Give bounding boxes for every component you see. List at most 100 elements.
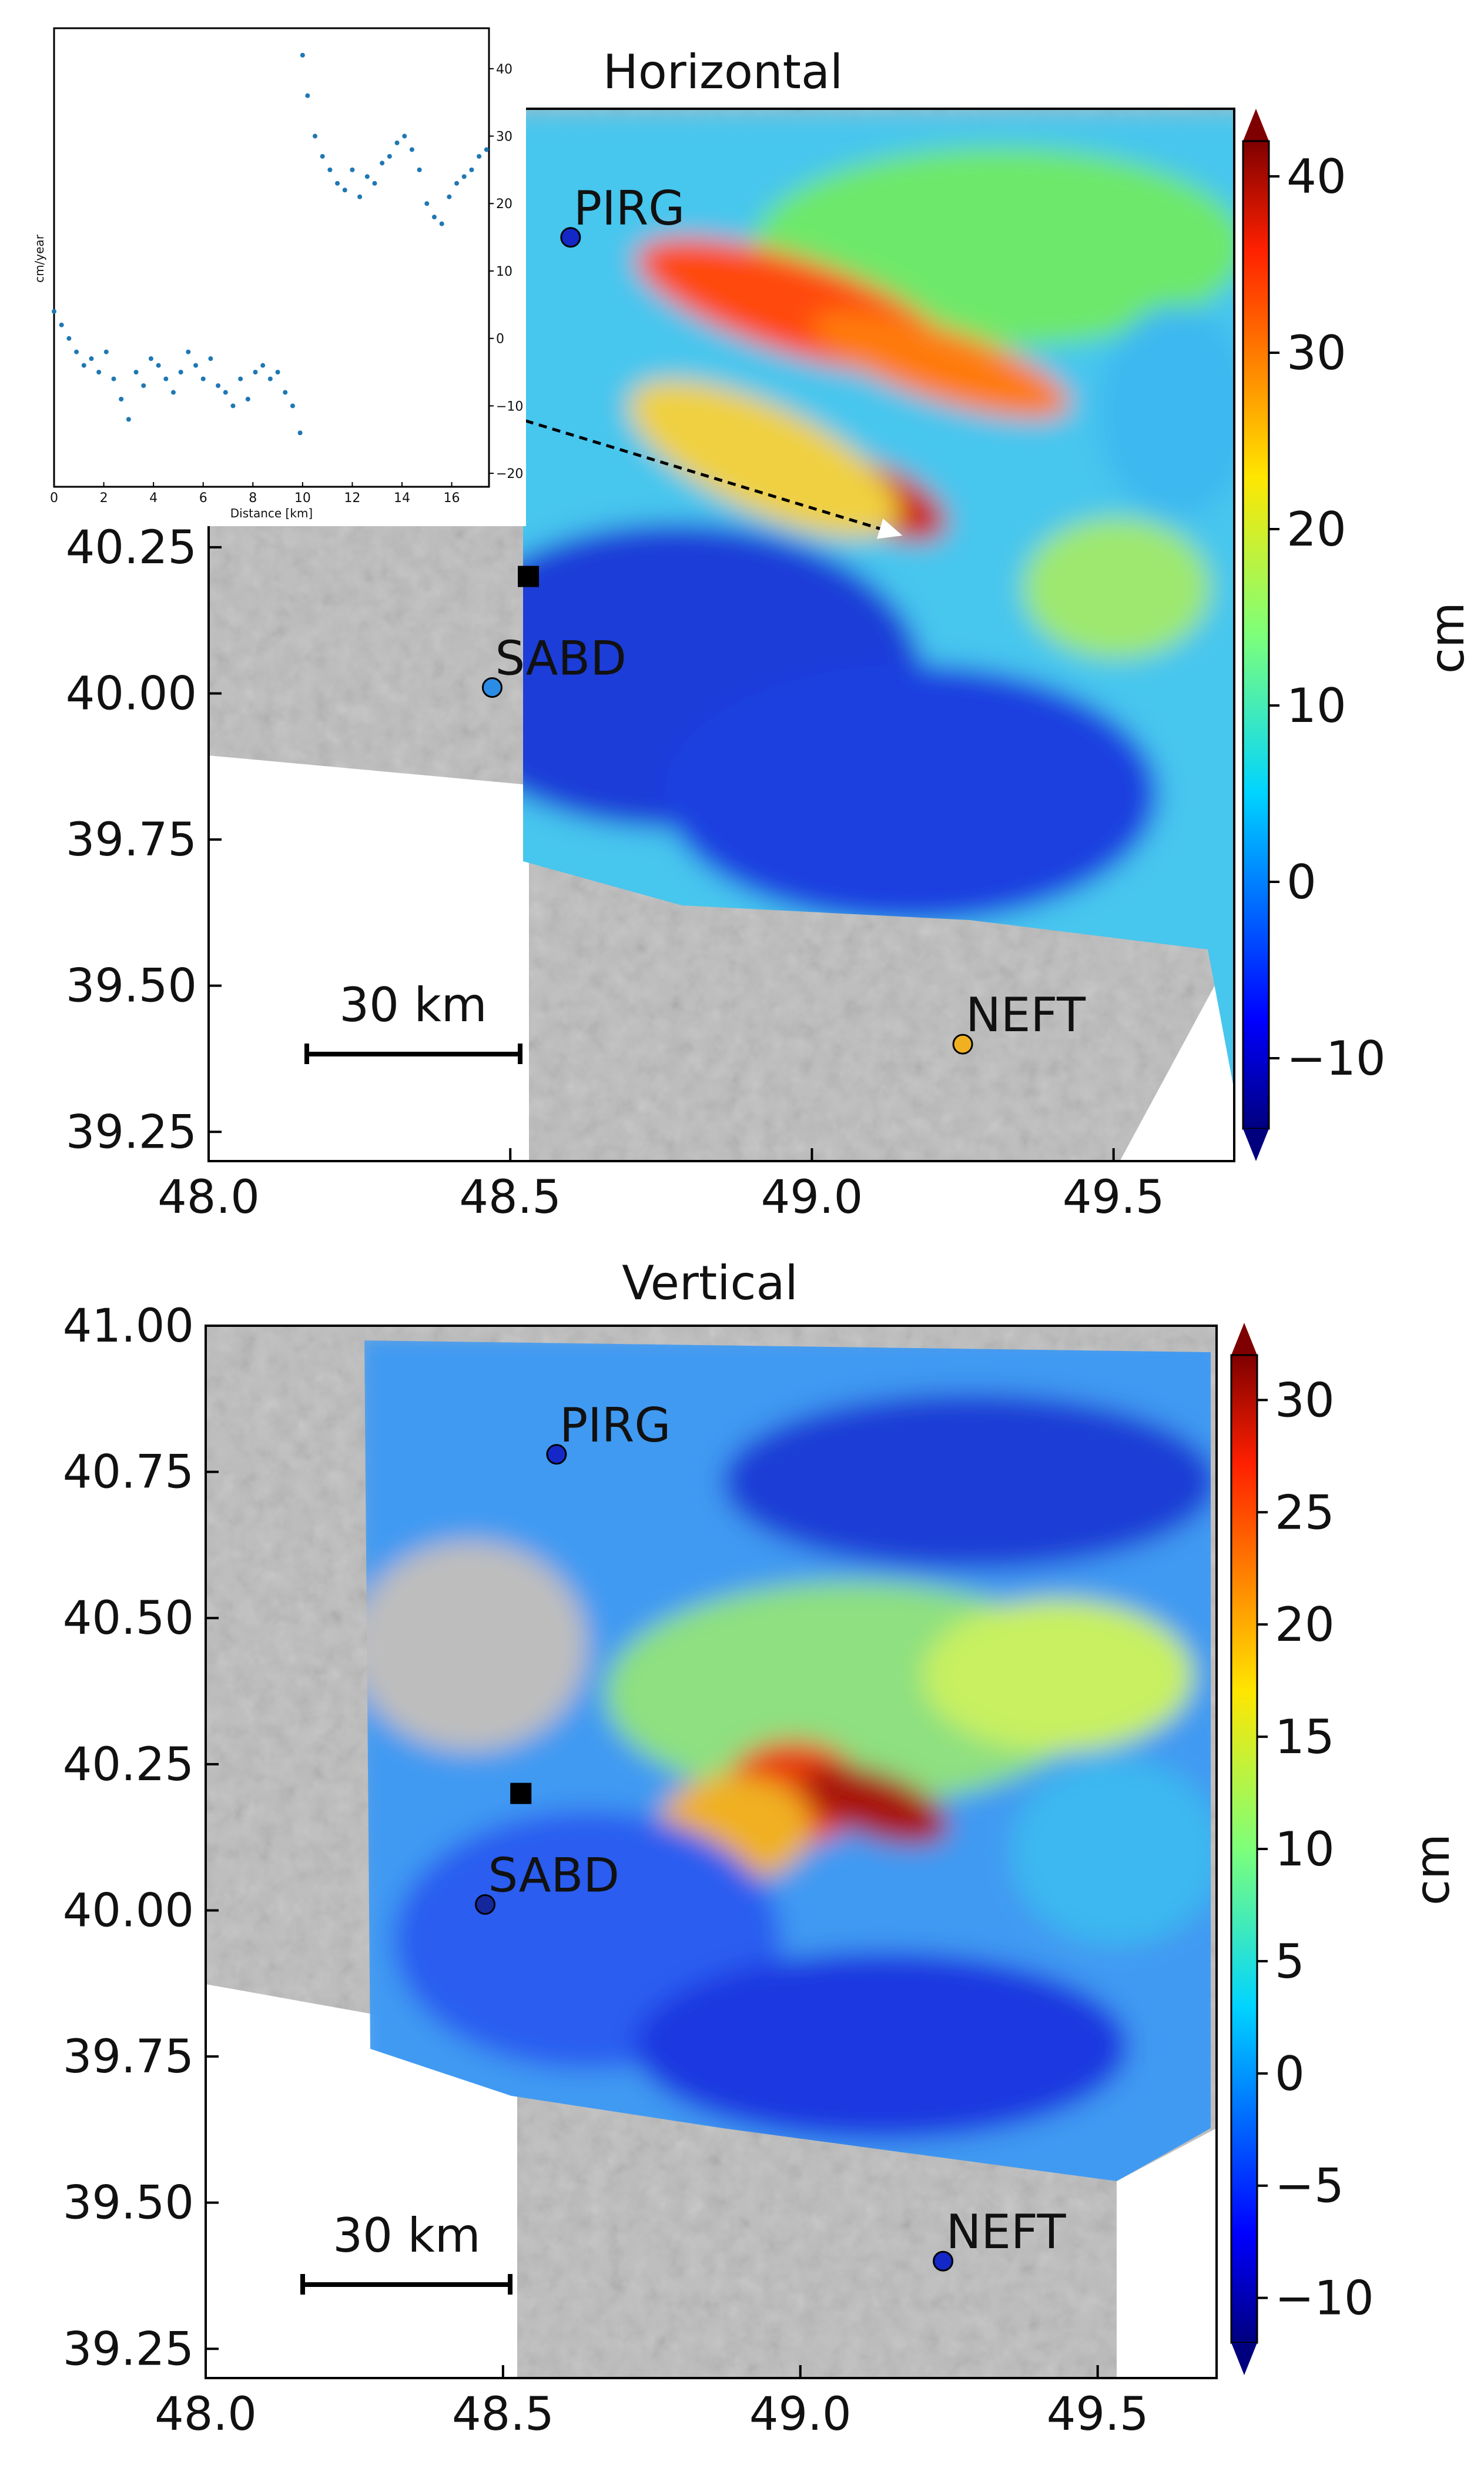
inset-point — [454, 180, 460, 186]
vertical-x-ticks: 48.0 48.5 49.0 49.5 — [155, 2365, 1148, 2441]
station-label-neft: NEFT — [946, 2205, 1067, 2259]
horizontal-colorbar-label: cm — [1420, 602, 1475, 674]
horizontal-y-ticks: 39.25 39.50 39.75 40.00 40.25 — [66, 521, 222, 1159]
horizontal-scale-bar: 30 km — [304, 978, 522, 1064]
horizontal-scale-label: 30 km — [339, 978, 487, 1032]
profile-inset: 0 2 4 6 8 10 12 14 16 −20 −10 0 10 20 30 40 Distance [… — [0, 0, 526, 526]
inset-point — [238, 376, 243, 382]
station-marker — [933, 2250, 954, 2272]
horizontal-colorbar: −10 0 10 20 30 40 cm — [1242, 109, 1475, 1161]
y-tick-label: 40.25 — [66, 521, 197, 574]
inset-x-tick-label: 10 — [294, 491, 311, 506]
vertical-scale-label: 30 km — [333, 2208, 480, 2263]
inset-point — [313, 133, 317, 139]
colorbar-tick-label: 0 — [1287, 855, 1316, 909]
x-tick-label: 49.5 — [1047, 2388, 1149, 2441]
inset-point — [275, 370, 280, 374]
inset-point — [96, 370, 102, 374]
inset-point — [148, 356, 153, 362]
y-tick-label: 39.25 — [66, 1106, 197, 1159]
inset-x-ticks: 0 2 4 6 8 10 12 14 16 — [50, 482, 460, 506]
inset-point — [297, 430, 303, 436]
inset-point — [424, 201, 430, 206]
inset-point — [119, 396, 124, 402]
inset-point — [126, 417, 131, 422]
colorbar-tick-label: 40 — [1287, 149, 1346, 204]
inset-point — [81, 363, 86, 368]
vertical-panel: PIRG SABD NEFT 30 km 39.25 39.50 39.75 40.00 4… — [63, 1256, 1460, 2441]
colorbar-tick-label: 5 — [1275, 1934, 1305, 1989]
inset-point — [402, 133, 407, 139]
colorbar-tick-label: −10 — [1287, 1031, 1386, 1086]
inset-point — [267, 376, 273, 382]
inset-point — [178, 370, 183, 374]
horizontal-panel: PIRG SABD NEFT 30 km 39.25 39.50 39.75 40.00 4… — [0, 0, 1475, 1224]
inset-point — [342, 188, 347, 193]
x-tick-label: 48.5 — [459, 1171, 561, 1224]
inset-point — [394, 141, 400, 145]
vertical-colorbar: −10 −5 0 5 10 15 20 25 30 cm — [1230, 1323, 1460, 2375]
station-label-neft: NEFT — [966, 988, 1086, 1042]
inset-y-tick-label: −20 — [496, 467, 523, 481]
y-tick-label: 39.25 — [63, 2323, 194, 2376]
y-tick-label: 40.00 — [63, 1884, 194, 1937]
inset-point — [335, 180, 340, 186]
y-tick-label: 39.50 — [63, 2177, 194, 2230]
y-tick-label: 40.75 — [63, 1446, 194, 1499]
inset-point — [52, 309, 56, 314]
inset-y-tick-label: −10 — [496, 399, 523, 414]
colorbar-tick-label: 0 — [1275, 2046, 1305, 2101]
colorbar-tick-label: −5 — [1275, 2159, 1344, 2213]
inset-point — [380, 160, 385, 166]
inset-point — [417, 167, 422, 172]
inset-y-tick-label: 0 — [496, 332, 504, 347]
inset-x-tick-label: 16 — [444, 491, 460, 506]
colorbar-tick-label: 20 — [1275, 1597, 1335, 1652]
inset-point — [290, 403, 295, 409]
x-tick-label: 49.5 — [1063, 1171, 1165, 1224]
inset-point — [320, 153, 325, 159]
inset-point — [372, 180, 377, 186]
station-marker — [952, 1034, 973, 1055]
station-marker — [475, 1894, 496, 1915]
x-tick-label: 48.5 — [452, 2388, 554, 2441]
y-tick-label: 41.00 — [63, 1300, 194, 1353]
inset-point — [364, 174, 370, 179]
inset-point — [193, 363, 199, 368]
inset-scatter — [52, 52, 489, 436]
station-marker — [546, 1444, 567, 1465]
inset-point — [66, 336, 72, 341]
inset-x-tick-label: 0 — [50, 491, 58, 506]
inset-point — [163, 376, 169, 382]
vertical-colorbar-label: cm — [1405, 1834, 1460, 1905]
inset-y-tick-label: 40 — [496, 62, 512, 77]
colorbar-tick-label: 10 — [1275, 1822, 1335, 1877]
inset-y-tick-label: 30 — [496, 130, 512, 145]
inset-point — [103, 349, 109, 355]
inset-x-tick-label: 12 — [344, 491, 360, 506]
inset-point — [89, 356, 94, 362]
inset-point — [186, 349, 191, 355]
vertical-displacement-field — [364, 1340, 1211, 2181]
station-label-pirg: PIRG — [574, 181, 685, 236]
inset-point — [200, 376, 206, 382]
inset-y-ticks: −20 −10 0 10 20 30 40 — [489, 62, 523, 481]
inset-point — [300, 52, 305, 58]
station-marker — [560, 227, 581, 248]
colorbar-tick-label: 10 — [1287, 678, 1346, 733]
inset-point — [484, 147, 489, 152]
inset-y-tick-label: 20 — [496, 197, 512, 212]
colorbar-tick-label: 25 — [1275, 1485, 1335, 1540]
x-tick-label: 49.0 — [749, 2388, 852, 2441]
profile-arrow-icon — [876, 519, 903, 539]
inset-point — [327, 167, 333, 172]
inset-point — [477, 153, 482, 159]
inset-point — [253, 370, 258, 374]
inset-point — [283, 390, 288, 395]
inset-point — [469, 167, 474, 172]
colorbar-tick-label: 30 — [1287, 326, 1346, 380]
inset-point — [409, 147, 414, 152]
horizontal-x-ticks: 48.0 48.5 49.0 49.5 — [158, 1148, 1165, 1224]
inset-point — [156, 363, 161, 368]
vertical-scale-bar: 30 km — [300, 2208, 512, 2295]
